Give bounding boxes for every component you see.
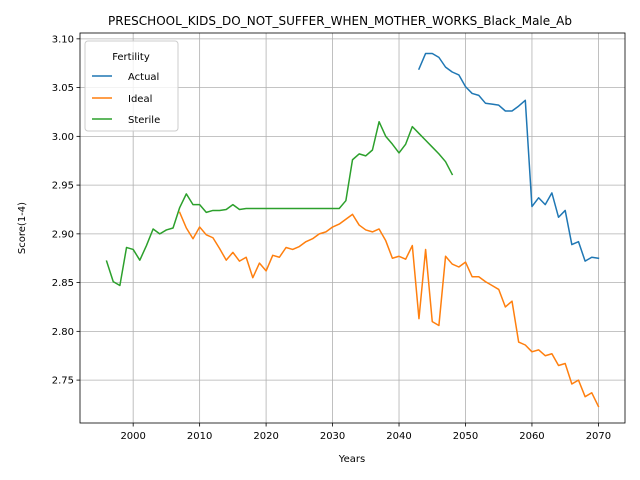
legend-label-ideal: Ideal bbox=[128, 94, 152, 105]
plot-frame bbox=[79, 32, 626, 424]
y-tick-label: 2.80 bbox=[52, 327, 74, 338]
legend-label-sterile: Sterile bbox=[128, 115, 160, 126]
x-tick-label: 2070 bbox=[586, 431, 611, 442]
series-line-ideal bbox=[178, 211, 600, 408]
y-tick-label: 3.05 bbox=[52, 83, 74, 94]
series-line-actual bbox=[417, 52, 600, 262]
legend-box bbox=[84, 40, 179, 132]
legend-label-actual: Actual bbox=[128, 72, 159, 83]
y-tick-label: 3.00 bbox=[52, 132, 74, 143]
x-tick-label: 2030 bbox=[320, 431, 345, 442]
y-tick-label: 2.75 bbox=[52, 376, 74, 387]
x-tick-label: 2020 bbox=[253, 431, 278, 442]
y-tick-label: 2.85 bbox=[52, 278, 74, 289]
y-tick-label: 3.10 bbox=[52, 34, 74, 45]
series-line-sterile bbox=[105, 120, 454, 287]
x-tick-label: 2050 bbox=[453, 431, 478, 442]
chart-title: PRESCHOOL_KIDS_DO_NOT_SUFFER_WHEN_MOTHER… bbox=[108, 14, 572, 28]
grid-lines bbox=[80, 33, 625, 423]
series-lines bbox=[105, 52, 600, 408]
y-tick-label: 2.90 bbox=[52, 229, 74, 240]
x-tick-label: 2060 bbox=[519, 431, 544, 442]
x-axis-label: Years bbox=[338, 454, 365, 465]
legend: Fertility Actual Ideal Sterile bbox=[84, 40, 179, 132]
x-tick-label: 2000 bbox=[120, 431, 145, 442]
y-axis-label: Score(1-4) bbox=[17, 202, 28, 254]
y-tick-label: 2.95 bbox=[52, 181, 74, 192]
legend-title: Fertility bbox=[112, 52, 150, 63]
x-tick-label: 2010 bbox=[187, 431, 212, 442]
axis-ticks: 2000 2010 2020 2030 2040 2050 2060 2070 2.75 2.80… bbox=[52, 34, 611, 442]
x-tick-label: 2040 bbox=[386, 431, 411, 442]
